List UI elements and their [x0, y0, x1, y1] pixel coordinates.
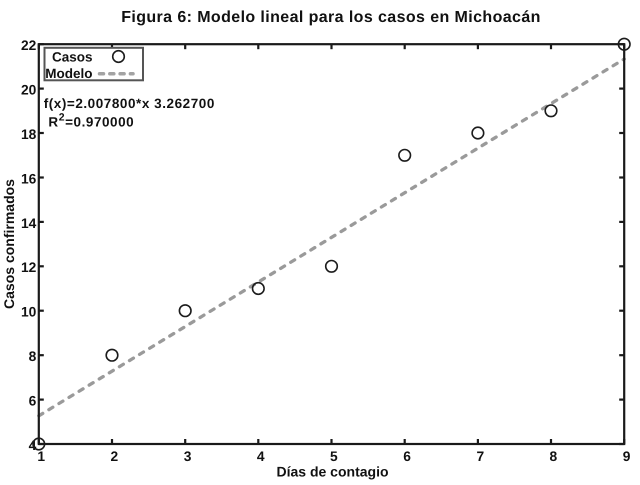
- svg-text:16: 16: [21, 171, 37, 186]
- svg-text:R2=0.970000: R2=0.970000: [48, 112, 134, 130]
- svg-text:9: 9: [623, 449, 631, 464]
- svg-text:12: 12: [21, 260, 37, 275]
- svg-text:20: 20: [21, 83, 37, 98]
- svg-text:4: 4: [257, 449, 265, 464]
- svg-text:22: 22: [21, 38, 37, 53]
- svg-text:6: 6: [29, 394, 37, 409]
- svg-text:2: 2: [111, 449, 119, 464]
- svg-text:14: 14: [21, 216, 37, 231]
- svg-text:18: 18: [21, 127, 37, 142]
- svg-text:Casos confirmados: Casos confirmados: [1, 179, 17, 309]
- svg-text:3: 3: [184, 449, 192, 464]
- svg-text:Casos: Casos: [52, 50, 93, 65]
- svg-text:7: 7: [476, 449, 484, 464]
- svg-text:Días de contagio: Días de contagio: [276, 464, 388, 480]
- svg-text:Figura 6: Modelo lineal para l: Figura 6: Modelo lineal para los casos e…: [121, 9, 541, 26]
- svg-text:8: 8: [29, 349, 37, 364]
- svg-text:5: 5: [330, 449, 338, 464]
- svg-text:10: 10: [21, 305, 37, 320]
- svg-text:8: 8: [550, 449, 558, 464]
- svg-text:Modelo: Modelo: [45, 66, 92, 81]
- svg-text:1: 1: [37, 449, 45, 464]
- svg-text:f(x)=2.007800*x 3.262700: f(x)=2.007800*x 3.262700: [44, 96, 215, 111]
- svg-text:6: 6: [403, 449, 411, 464]
